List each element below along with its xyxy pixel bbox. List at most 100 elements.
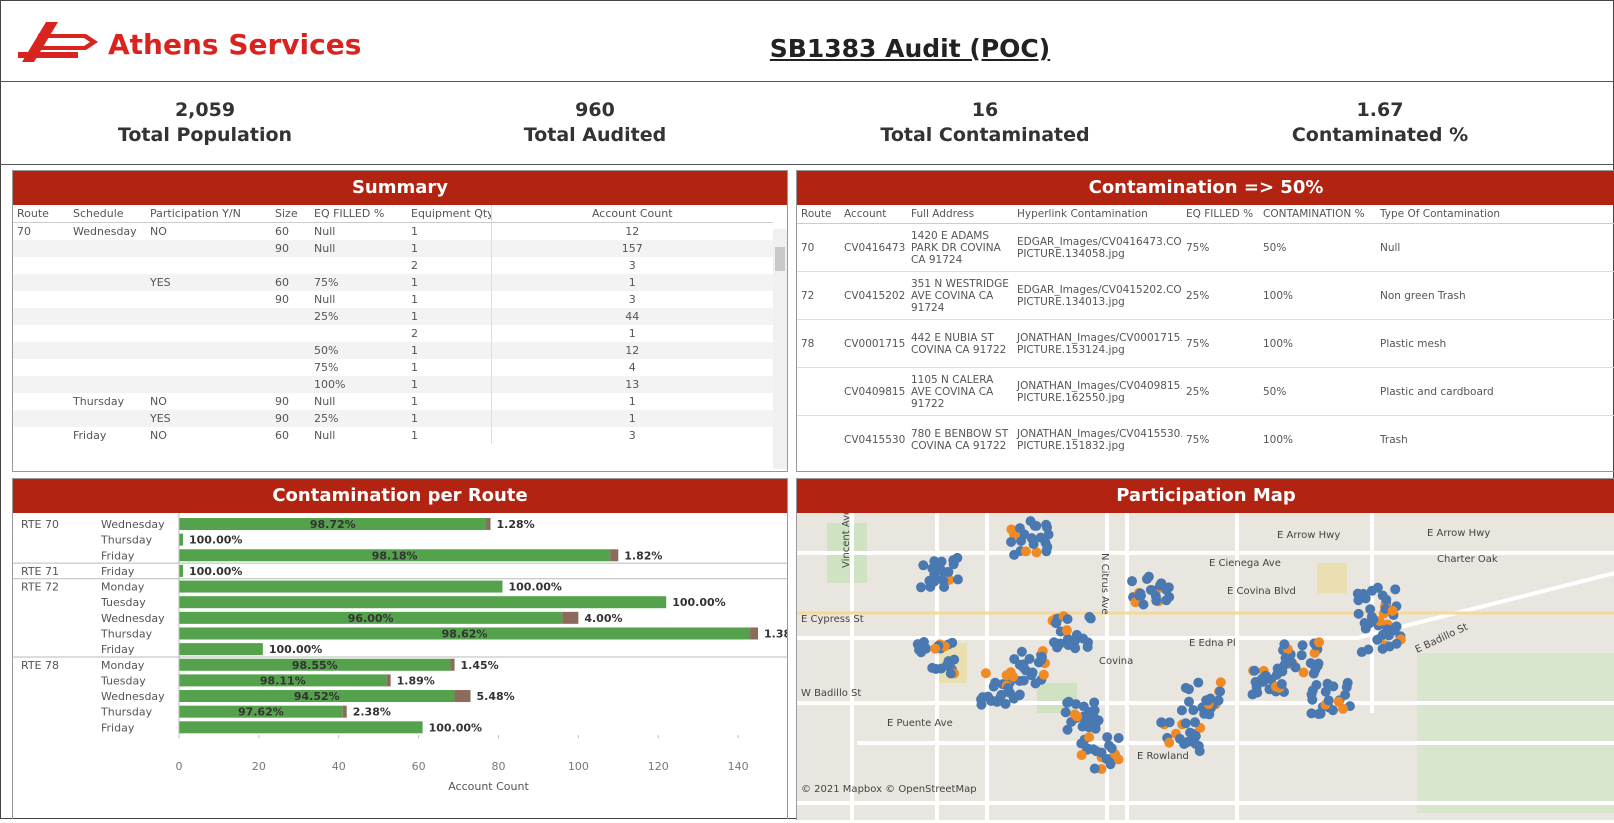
map-dot [1086, 614, 1096, 624]
category-label: Friday [101, 549, 135, 562]
map-dot [1338, 704, 1348, 714]
panel-title: Contamination per Route [13, 479, 787, 513]
map-dot [989, 682, 999, 692]
map-dot [1188, 705, 1198, 715]
x-axis-title: Account Count [448, 780, 529, 793]
table-cell: 1 [407, 223, 491, 241]
table-cell: Non green Trash [1376, 272, 1614, 320]
map-dot [1003, 683, 1013, 693]
data-label: 1.45% [461, 659, 499, 672]
table-cell [146, 257, 271, 274]
table-cell: 3 [491, 291, 773, 308]
kpi-value: 960 [445, 99, 745, 121]
table-row: 70WednesdayNO60Null112 [13, 223, 773, 241]
table-cell: 90 [271, 393, 310, 410]
map-label: Vincent Ave [841, 513, 852, 568]
data-label: 5.48% [477, 690, 515, 703]
table-cell: Null [310, 291, 407, 308]
table-row: CV04098151105 N CALERA AVE COVINA CA 917… [797, 368, 1614, 416]
table-cell: 1 [407, 427, 491, 444]
table-cell [146, 291, 271, 308]
map-dot [981, 668, 991, 678]
map-dot [1127, 576, 1137, 586]
divider [0, 81, 1614, 82]
kpi-value: 2,059 [55, 99, 355, 121]
map-dot [1314, 637, 1324, 647]
map-dot [929, 569, 939, 579]
category-label: Wednesday [101, 518, 165, 531]
table-cell [146, 325, 271, 342]
table-cell [69, 359, 146, 376]
map-dot [1042, 542, 1052, 552]
table-row: 23 [13, 257, 773, 274]
column-header: CONTAMINATION % [1259, 205, 1376, 224]
column-header: Type Of Contamination [1376, 205, 1614, 224]
column-header: EQ FILLED % [310, 205, 407, 223]
map-dot [1015, 523, 1025, 533]
table-cell [13, 427, 69, 444]
map-dot [1250, 666, 1260, 676]
logo-icon [18, 16, 102, 72]
column-header: Participation Y/N [146, 205, 271, 223]
map-dot [1072, 712, 1082, 722]
map-panel: Participation Map E Arrow HwyE Arrow Hwy… [796, 478, 1614, 820]
table-cell: 60 [271, 223, 310, 241]
table-cell [13, 342, 69, 359]
map-dot [1063, 640, 1073, 650]
map-label: © 2021 Mapbox © OpenStreetMap [801, 784, 977, 795]
table-cell: 1 [491, 274, 773, 291]
kpi-label: Total Contaminated [835, 124, 1135, 146]
bar-segment [179, 643, 263, 655]
map-dot [1298, 640, 1308, 650]
map-dot [1029, 539, 1039, 549]
column-header: Size [271, 205, 310, 223]
table-cell [69, 274, 146, 291]
map-label: E Rowland [1137, 751, 1189, 762]
table-cell: 3 [491, 427, 773, 444]
kpi-label: Total Population [55, 124, 355, 146]
table-cell: 90 [271, 410, 310, 427]
map-dot [1343, 678, 1353, 688]
data-label: 100.00% [508, 581, 561, 594]
map-dot [913, 639, 923, 649]
table-cell: EDGAR_Images/CV0416473.CONTAMINATION PIC… [1013, 224, 1182, 272]
kpi-label: Contaminated % [1230, 124, 1530, 146]
map-dot [1061, 707, 1071, 717]
map-dot [1297, 650, 1307, 660]
map-dot [1165, 717, 1175, 727]
table-cell: 90 [271, 291, 310, 308]
column-header: Account [840, 205, 907, 224]
table-cell: 1 [407, 240, 491, 257]
table-row: 100%113 [13, 376, 773, 393]
map-dot [1391, 622, 1401, 632]
map-dot [1279, 639, 1289, 649]
map-dot [976, 700, 986, 710]
map-dot [1063, 614, 1073, 624]
map-dot [1039, 670, 1049, 680]
table-cell: Thursday [69, 393, 146, 410]
table-cell: 351 N WESTRIDGE AVE COVINA CA 91724 [907, 272, 1013, 320]
table-cell: 70 [797, 224, 840, 272]
data-label: 100.00% [269, 643, 322, 656]
route-label: RTE 71 [21, 565, 59, 578]
category-label: Thursday [100, 534, 153, 547]
map-dot [1002, 670, 1012, 680]
bar-segment [455, 690, 471, 702]
table-cell: Null [1376, 224, 1614, 272]
scrollbar[interactable] [773, 229, 787, 469]
column-header: Route [13, 205, 69, 223]
contamination-table: RouteAccountFull AddressHyperlink Contam… [797, 205, 1614, 463]
table-row: 70CV04164731420 E ADAMS PARK DR COVINA C… [797, 224, 1614, 272]
table-cell [146, 376, 271, 393]
map-dot [1052, 642, 1062, 652]
table-cell [69, 308, 146, 325]
table-cell: CV0001715 [840, 320, 907, 368]
map-dot [1324, 695, 1334, 705]
map-dot [1313, 709, 1323, 719]
table-cell: Null [310, 240, 407, 257]
